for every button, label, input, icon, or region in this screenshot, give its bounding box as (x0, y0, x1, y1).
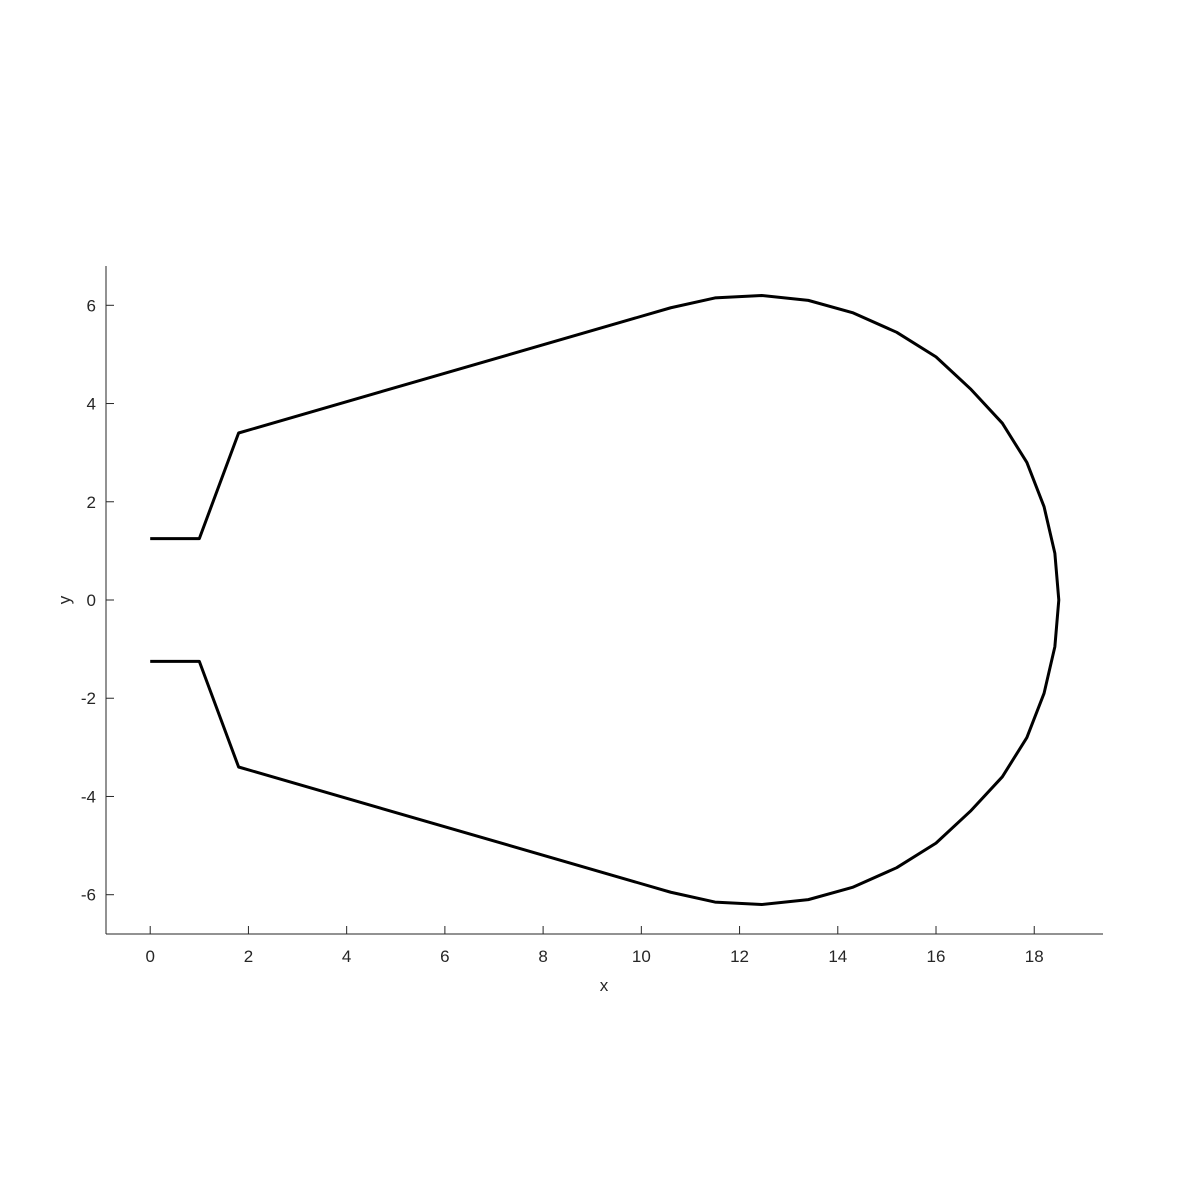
x-tick-label: 6 (440, 947, 449, 966)
y-axis-label: y (55, 595, 74, 604)
x-tick-label: 2 (244, 947, 253, 966)
x-tick-label: 8 (538, 947, 547, 966)
series-line-0 (150, 293, 1061, 907)
y-tick-label: 6 (87, 296, 96, 315)
y-tick-label: 4 (87, 395, 96, 414)
y-tick-label: -6 (81, 886, 96, 905)
x-axis-label: x (600, 976, 609, 995)
x-tick-label: 16 (927, 947, 946, 966)
y-tick-label: 2 (87, 493, 96, 512)
x-tick-label: 0 (145, 947, 154, 966)
plot-area: 0 2 4 6 8 10 12 14 16 18 -6 -4 -2 0 2 4 6 (81, 266, 1103, 966)
x-tick-label: 18 (1025, 947, 1044, 966)
x-tick-label: 4 (342, 947, 351, 966)
y-tick-label: 0 (87, 591, 96, 610)
y-tick-label: -4 (81, 787, 96, 806)
y-tick-label: -2 (81, 689, 96, 708)
x-tick-label: 10 (632, 947, 651, 966)
x-tick-label: 14 (828, 947, 847, 966)
x-tick-label: 12 (730, 947, 749, 966)
